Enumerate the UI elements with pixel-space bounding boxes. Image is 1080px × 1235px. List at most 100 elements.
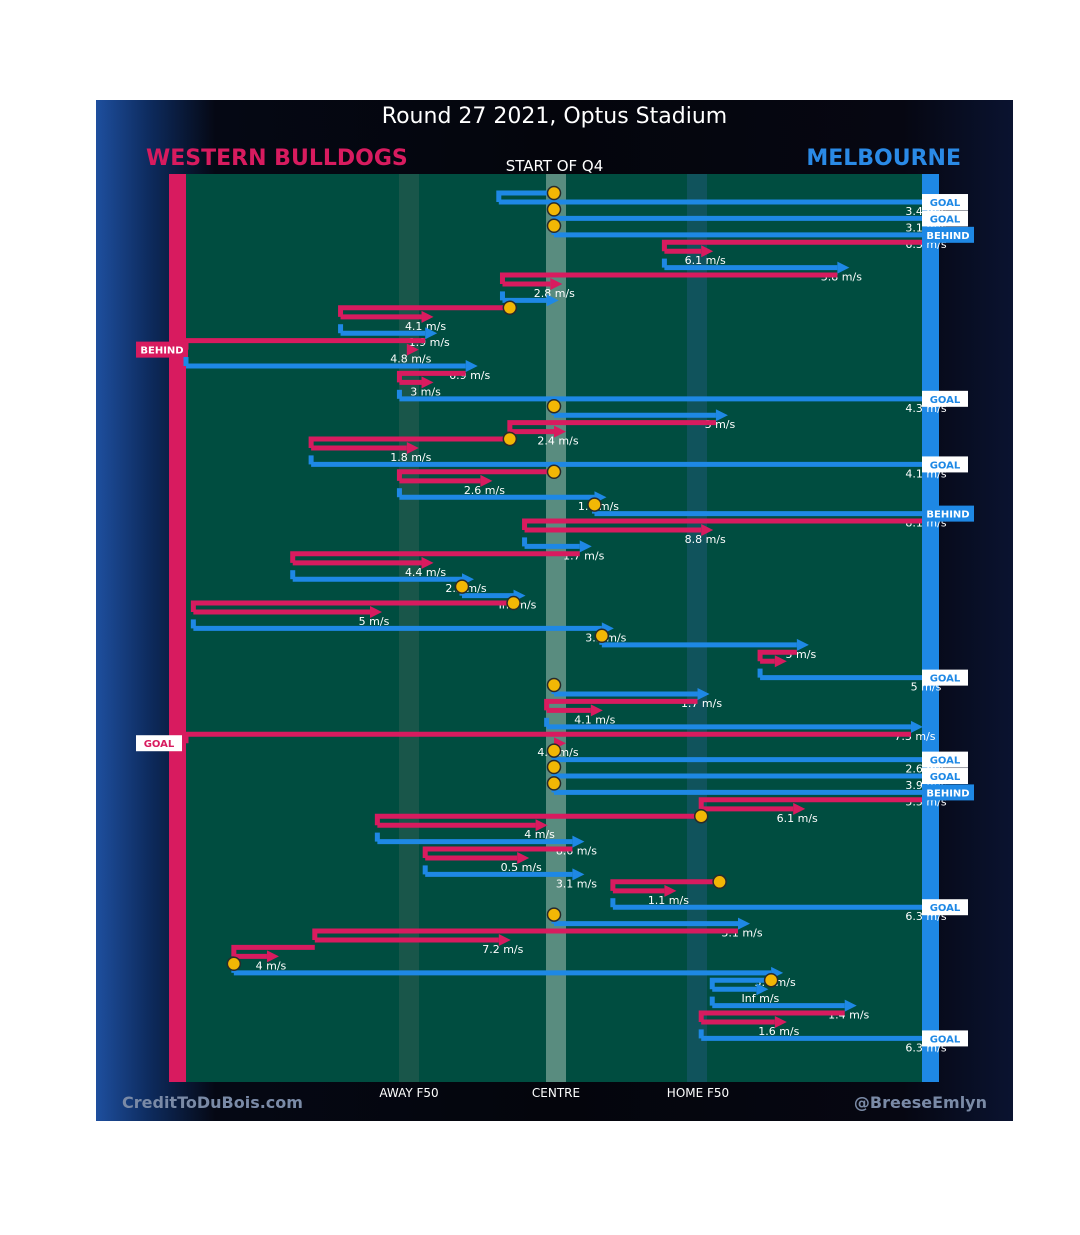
- speed-label: 4.1 m/s: [574, 713, 615, 726]
- possession-start-marker: [546, 218, 562, 234]
- team-right-label: MELBOURNE: [806, 146, 961, 171]
- chain-arrow: [793, 802, 806, 815]
- chain-arrow: [844, 999, 857, 1012]
- chain-arrow: [590, 704, 603, 717]
- chain-arrow: [535, 819, 548, 832]
- chain-arrow: [738, 917, 750, 930]
- chain-segment: [338, 305, 510, 317]
- speed-label: 6.1 m/s: [777, 812, 818, 825]
- outcome-label: BEHIND: [926, 231, 969, 242]
- period-label: START OF Q4: [505, 157, 604, 175]
- possession-start-marker: [594, 628, 610, 644]
- left-goal-bar: [169, 174, 186, 1082]
- outcome-badge: [922, 210, 968, 227]
- chain-arrow: [498, 934, 511, 947]
- chain-segment: [610, 879, 720, 891]
- speed-label: 1.8 m/s: [390, 451, 431, 464]
- chain-arrow: [421, 376, 434, 389]
- speed-label: 3.1 m/s: [556, 877, 597, 890]
- possession-start-marker: [587, 497, 602, 512]
- chain-arrow: [480, 474, 493, 487]
- chain-arrow: [715, 409, 728, 422]
- possession-start-marker: [546, 776, 562, 791]
- possession-start-marker: [502, 300, 518, 316]
- chain-arrow: [701, 524, 714, 537]
- home-f50-line: [687, 174, 707, 1082]
- outcome-label: GOAL: [930, 772, 961, 783]
- chain-arrow: [572, 868, 585, 881]
- speed-label: Inf m/s: [742, 992, 780, 1005]
- chain-segment: [698, 797, 922, 809]
- chain-arrow: [774, 1016, 787, 1029]
- team-left-label: WESTERN BULLDOGS: [146, 146, 408, 171]
- outcome-badge: [922, 226, 974, 243]
- possession-start-marker: [546, 202, 562, 217]
- outcome-label: GOAL: [930, 214, 961, 225]
- chain-arrow: [370, 606, 382, 619]
- chain-arrow: [756, 983, 769, 996]
- outcome-badge: [922, 390, 968, 407]
- chain-segment: [496, 190, 554, 203]
- speed-label: 8.8 m/s: [685, 533, 726, 546]
- outcome-label: BEHIND: [926, 788, 969, 799]
- chain-segment: [522, 518, 922, 531]
- chain-arrow: [554, 425, 566, 438]
- speed-label: 2.8 m/s: [534, 287, 575, 300]
- possession-start-marker: [454, 579, 470, 594]
- speed-label: 7.2 m/s: [482, 943, 523, 956]
- speed-label: 4 m/s: [256, 959, 287, 972]
- chain-segment: [396, 370, 466, 383]
- chain-segment: [312, 928, 738, 941]
- chain-arrow: [266, 950, 279, 963]
- chain-segment: [544, 698, 698, 711]
- outcome-label: GOAL: [930, 395, 961, 406]
- chain-arrow: [546, 294, 559, 307]
- x-tick-label: HOME F50: [667, 1086, 729, 1100]
- chain-segment: [374, 813, 702, 826]
- chain-segment: [661, 239, 922, 252]
- chain-segment: [190, 600, 514, 613]
- speed-label: 5 m/s: [359, 615, 390, 628]
- possession-start-marker: [763, 972, 779, 988]
- chain-arrow: [837, 261, 850, 274]
- outcome-badge: [922, 505, 974, 522]
- speed-label: 0.5 m/s: [501, 861, 542, 874]
- outcome-label: GOAL: [930, 198, 961, 209]
- outcome-badge: [922, 456, 968, 473]
- chain-arrow: [697, 688, 710, 701]
- speed-label: 6.1 m/s: [685, 254, 726, 267]
- x-tick-label: CENTRE: [532, 1086, 580, 1100]
- outcome-badge: [922, 1030, 968, 1047]
- chain-arrow: [774, 655, 787, 668]
- possession-start-marker: [546, 677, 562, 693]
- possession-start-marker: [502, 431, 518, 447]
- possession-start-marker: [546, 398, 562, 414]
- chain-arrow: [425, 327, 438, 340]
- possession-start-marker: [546, 759, 562, 775]
- speed-label: 2.6 m/s: [464, 484, 505, 497]
- possession-start-marker: [546, 743, 562, 758]
- speed-label: 3 m/s: [410, 385, 441, 398]
- speed-label: 4.4 m/s: [405, 566, 446, 579]
- chain-arrow: [572, 835, 585, 848]
- outcome-badge: [922, 194, 968, 211]
- chain-segment: [507, 420, 716, 432]
- speed-label: 4 m/s: [524, 828, 555, 841]
- speed-label: 4.8 m/s: [390, 353, 431, 366]
- chain-arrow: [550, 278, 563, 291]
- speed-label: 2.4 m/s: [537, 435, 578, 448]
- chain-arrow: [664, 884, 677, 897]
- credit-left: CreditToDuBois.com: [122, 1093, 303, 1112]
- outcome-label: GOAL: [930, 756, 961, 767]
- speed-label: 4.1 m/s: [405, 320, 446, 333]
- chain-segment: [183, 731, 911, 744]
- chain-arrow: [406, 343, 419, 356]
- outcome-label: BEHIND: [926, 510, 969, 521]
- chain-arrow: [910, 720, 923, 733]
- chart-title: Round 27 2021, Optus Stadium: [381, 104, 728, 129]
- possession-start-marker: [712, 874, 727, 890]
- chain-segment: [422, 846, 573, 859]
